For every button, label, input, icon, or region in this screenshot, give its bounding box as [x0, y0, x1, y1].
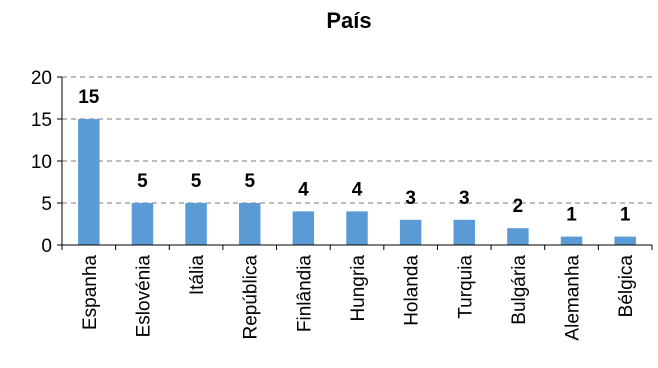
- bar: [399, 219, 422, 245]
- bar: [346, 211, 368, 245]
- labels-layer: 15 Espanha 5 Eslovénia 5 Itália 5 República 4 Fin…: [78, 87, 637, 341]
- bars-layer: [78, 119, 636, 245]
- data-label: 3: [459, 188, 470, 209]
- y-tick-label: 15: [31, 110, 52, 131]
- x-category-label: Turquia: [455, 255, 476, 319]
- bar: [560, 236, 583, 245]
- chart-title: País: [326, 8, 371, 33]
- bar: [185, 203, 207, 245]
- data-label: 1: [620, 205, 631, 226]
- y-tick-label: 10: [31, 152, 52, 173]
- x-category-label: República: [241, 255, 262, 340]
- x-category-label: Hungria: [348, 255, 369, 322]
- x-category-label: Bélgica: [616, 255, 637, 318]
- bar: [239, 203, 261, 245]
- x-category-label: Itália: [187, 255, 208, 296]
- data-label: 5: [137, 171, 148, 192]
- x-category-label: Finlândia: [294, 255, 315, 333]
- x-category-label: Espanha: [80, 255, 101, 330]
- bar: [292, 211, 315, 245]
- data-label: 15: [78, 87, 100, 108]
- bar: [78, 119, 100, 245]
- data-label: 5: [191, 171, 202, 192]
- x-category-label: Holanda: [402, 255, 423, 326]
- bar: [453, 219, 475, 245]
- bar: [131, 203, 154, 245]
- data-label: 5: [244, 171, 255, 192]
- data-label: 4: [352, 179, 363, 200]
- bar: [507, 228, 529, 245]
- y-tick-label: 5: [41, 194, 52, 215]
- y-tick-label: 20: [31, 68, 52, 89]
- bar: [614, 236, 636, 245]
- x-category-label: Eslovénia: [133, 255, 154, 338]
- y-tick-label: 0: [41, 236, 52, 257]
- data-label: 2: [513, 196, 524, 217]
- data-label: 3: [405, 188, 416, 209]
- x-category-label: Alemanha: [563, 255, 584, 341]
- x-category-label: Bulgária: [509, 255, 530, 325]
- data-label: 1: [566, 205, 577, 226]
- data-label: 4: [298, 179, 309, 200]
